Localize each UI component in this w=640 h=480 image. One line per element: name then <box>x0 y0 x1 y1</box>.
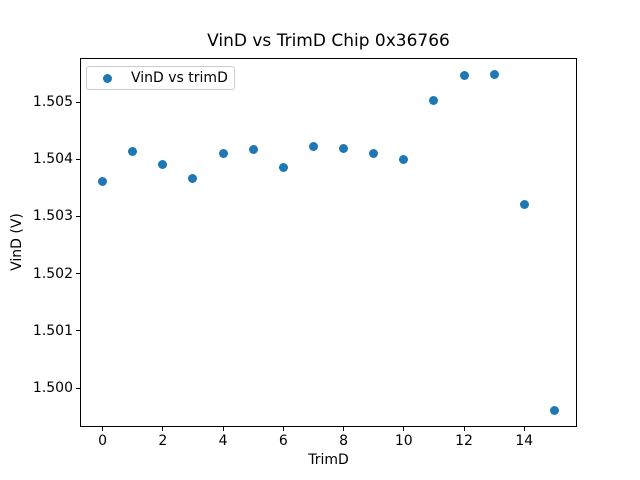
x-tick-label: 10 <box>394 433 413 449</box>
scatter-point <box>98 176 108 186</box>
scatter-point <box>278 163 288 173</box>
scatter-point <box>188 173 198 183</box>
x-tick-label: 6 <box>278 433 288 449</box>
x-tick-mark <box>403 427 405 431</box>
scatter-point <box>248 145 258 155</box>
y-tick-mark <box>76 330 80 332</box>
plot-area <box>80 58 577 427</box>
x-axis-label: TrimD <box>308 452 349 468</box>
scatter-point <box>308 141 318 151</box>
y-tick-label: 1.504 <box>32 151 73 168</box>
scatter-point <box>549 405 559 415</box>
scatter-point <box>369 149 379 159</box>
x-tick-mark <box>222 427 224 431</box>
x-tick-mark <box>523 427 525 431</box>
x-tick-mark <box>102 427 104 431</box>
y-tick-label: 1.503 <box>32 208 73 225</box>
y-tick-label: 1.505 <box>32 94 73 111</box>
y-tick-label: 1.502 <box>32 265 73 282</box>
legend-marker-icon <box>103 74 112 83</box>
scatter-point <box>519 199 529 209</box>
scatter-point <box>158 160 168 170</box>
scatter-point <box>128 146 138 156</box>
chart-title: VinD vs TrimD Chip 0x36766 <box>207 31 450 51</box>
x-tick-label: 0 <box>98 433 108 449</box>
x-tick-mark <box>162 427 164 431</box>
y-tick-label: 1.500 <box>32 380 73 397</box>
x-tick-mark <box>343 427 345 431</box>
y-tick-mark <box>76 158 80 160</box>
legend-label: VinD vs trimD <box>131 70 228 86</box>
scatter-point <box>399 154 409 164</box>
legend: VinD vs trimD <box>86 66 235 90</box>
x-tick-label: 14 <box>515 433 534 449</box>
y-tick-mark <box>76 215 80 217</box>
x-tick-mark <box>463 427 465 431</box>
x-tick-label: 8 <box>339 433 348 449</box>
scatter-point <box>339 144 349 154</box>
scatter-point <box>218 149 228 159</box>
y-tick-mark <box>76 273 80 275</box>
y-tick-mark <box>76 387 80 389</box>
scatter-point <box>429 95 439 105</box>
y-tick-mark <box>76 101 80 103</box>
x-tick-label: 12 <box>455 433 473 449</box>
x-tick-label: 4 <box>218 433 228 449</box>
y-tick-label: 1.501 <box>32 322 73 339</box>
scatter-point <box>489 70 499 80</box>
x-tick-mark <box>282 427 284 431</box>
scatter-point <box>459 71 469 81</box>
x-tick-label: 2 <box>158 433 168 449</box>
